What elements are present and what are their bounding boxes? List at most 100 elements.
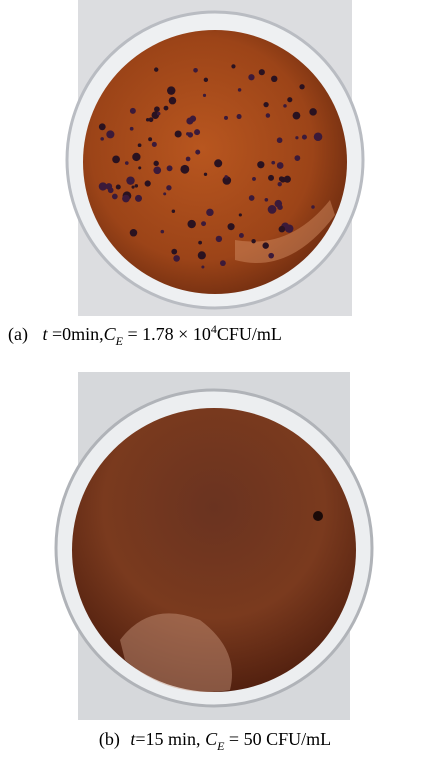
colony: [239, 213, 242, 216]
colony: [164, 106, 169, 111]
colony: [154, 106, 160, 112]
colony: [268, 253, 274, 259]
caption-a: (a) t =0min,CE = 1.78 × 104CFU/mL: [8, 322, 282, 348]
colony: [126, 176, 134, 184]
colony: [268, 175, 274, 181]
colony: [268, 205, 277, 214]
colony: [167, 86, 175, 94]
colony: [249, 195, 255, 201]
colony: [152, 142, 157, 147]
colony: [201, 266, 204, 269]
colony: [220, 260, 226, 266]
colony: [154, 67, 158, 71]
colony: [311, 205, 314, 208]
colony: [257, 161, 264, 168]
colony: [204, 173, 207, 176]
colony: [259, 69, 265, 75]
colony: [198, 241, 202, 245]
colony: [277, 137, 283, 143]
figure: (a) t =0min,CE = 1.78 × 104CFU/mL (b) t=…: [0, 0, 429, 760]
colony: [122, 195, 130, 203]
colony: [130, 127, 134, 131]
colony: [206, 209, 213, 216]
colony: [175, 130, 182, 137]
colony: [278, 182, 282, 186]
colony: [198, 251, 206, 259]
colony: [314, 132, 323, 141]
colony: [130, 229, 138, 237]
colony: [204, 78, 208, 82]
colony: [100, 137, 104, 141]
caption-b: (b) t=15 min, CE = 50 CFU/mL: [99, 729, 331, 753]
colony: [153, 161, 158, 166]
label: (a): [8, 324, 28, 345]
colony: [130, 108, 136, 114]
colony: [193, 68, 198, 73]
colony: [145, 180, 151, 186]
colony: [203, 94, 206, 97]
colony: [295, 136, 298, 139]
colony: [277, 162, 284, 169]
photo-b: [56, 372, 372, 720]
colony: [135, 195, 142, 202]
colony: [153, 166, 161, 174]
colony: [135, 184, 138, 187]
colony: [125, 161, 129, 165]
colony: [224, 175, 227, 178]
colony: [228, 223, 235, 230]
colony: [266, 113, 270, 117]
colony: [138, 143, 142, 147]
caption-part: =0min,: [48, 324, 104, 344]
colony: [271, 161, 275, 165]
colony: [138, 166, 141, 169]
caption-part: =15 min,: [135, 729, 205, 749]
colony: [194, 129, 200, 135]
label: (b): [99, 729, 120, 750]
colony: [195, 150, 200, 155]
colony: [157, 112, 161, 116]
colony: [171, 249, 177, 255]
colony: [265, 198, 269, 202]
colony: [163, 192, 166, 195]
colony: [99, 123, 106, 130]
colony: [169, 97, 177, 105]
colony: [279, 226, 286, 233]
colony: [112, 194, 118, 200]
colony: [148, 137, 152, 141]
caption-part: = 1.78 × 10: [123, 324, 211, 344]
caption-part: CFU/mL: [217, 324, 282, 344]
colony: [279, 176, 284, 181]
colony: [293, 112, 301, 120]
colony: [216, 236, 222, 242]
colony: [263, 102, 268, 107]
colony: [201, 221, 206, 226]
colony: [187, 220, 195, 228]
colony: [166, 185, 171, 190]
colony: [173, 255, 180, 262]
colony: [132, 186, 135, 189]
colony: [248, 74, 254, 80]
colony: [299, 84, 304, 89]
colony: [186, 132, 190, 136]
colony: [237, 114, 242, 119]
colony: [99, 182, 107, 190]
colony: [283, 104, 287, 108]
colony: [302, 135, 307, 140]
colony: [238, 88, 242, 92]
caption-part: = 50 CFU/mL: [224, 729, 331, 749]
colony: [294, 155, 300, 161]
colony: [132, 153, 140, 161]
colony: [116, 184, 121, 189]
colony: [161, 230, 165, 234]
photo-a: [67, 0, 363, 316]
colony: [239, 233, 244, 238]
colony: [224, 116, 228, 120]
colony: [186, 117, 193, 124]
colony: [172, 209, 175, 212]
colony: [275, 200, 283, 208]
colony: [108, 187, 114, 193]
colony: [251, 239, 255, 243]
colony: [271, 76, 277, 82]
colony: [262, 242, 268, 248]
colony: [106, 130, 114, 138]
